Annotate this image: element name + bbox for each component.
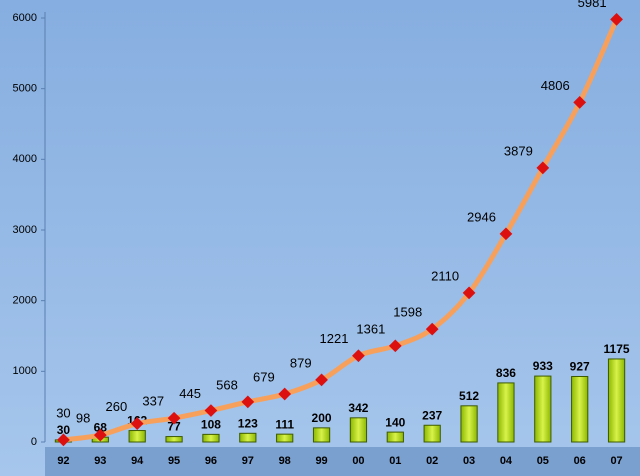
x-tick-label: 07 [610,455,622,467]
x-tick-label: 99 [315,455,327,467]
bar-value-label: 77 [167,420,181,434]
bar-value-label: 342 [348,401,368,415]
line-value-label: 1598 [393,305,422,320]
line-marker [130,417,144,430]
bar [571,375,589,443]
x-tick-label: 98 [279,455,291,467]
line-marker [462,286,476,300]
x-tick-label: 93 [94,455,106,467]
line-value-label: 445 [179,386,201,401]
x-tick-label: 03 [463,455,475,467]
y-tick-label: 0 [31,436,37,448]
y-tick-label: 6000 [13,12,37,24]
bar [128,430,146,443]
line-marker [204,404,218,417]
bar [165,436,183,443]
line-value-label: 337 [142,394,164,409]
line [60,16,620,443]
bar-value-label: 30 [57,423,71,437]
x-tick-label: 95 [168,455,180,467]
bar [386,431,404,443]
x-axis-band [45,447,640,476]
bar-value-label: 108 [201,418,221,432]
bar-value-label: 123 [238,416,258,430]
line-marker [57,433,70,447]
line-value-label: 4806 [541,78,570,93]
x-tick-label: 97 [242,455,254,467]
bar [497,382,515,443]
bar-value-label: 111 [275,417,294,431]
bar [239,432,257,443]
line-value-label: 2946 [467,209,496,224]
line-marker [499,227,513,241]
line-value-label: 568 [216,377,238,392]
line-value-label: 5981 [578,0,607,10]
bar [312,427,331,443]
x-tick-label: 94 [131,455,144,467]
line-value-label: 30 [56,405,70,420]
line-marker [425,322,439,336]
bar [460,405,478,443]
bar-value-label: 933 [533,359,553,373]
x-tick-label: 06 [574,455,586,467]
line-value-label: 260 [105,399,127,414]
x-tick-label: 92 [57,455,69,467]
x-tick-label: 04 [500,455,513,467]
line-value-label: 98 [76,411,90,426]
x-tick-label: 96 [205,455,217,467]
line-value-label: 1221 [320,331,349,346]
bar-value-label: 836 [496,366,516,380]
y-tick-label: 1000 [13,365,37,377]
line-value-label: 1361 [356,321,385,336]
y-tick-label: 3000 [13,224,37,236]
line-marker [278,387,292,401]
bar-value-label: 200 [312,411,332,425]
line-marker [388,339,402,353]
line-value-label: 2110 [431,268,459,283]
line-value-label: 679 [253,369,275,384]
bar-value-label: 1175 [604,342,630,356]
x-tick-label: 00 [352,455,364,467]
line-marker [352,349,365,363]
line-marker [241,395,255,409]
line-marker [167,411,181,425]
bar [534,375,552,443]
bar-value-label: 68 [94,420,108,434]
bar-value-label: 927 [570,360,590,374]
bar [423,424,441,443]
line-marker [315,373,328,387]
y-tick-label: 2000 [13,295,37,307]
x-tick-label: 05 [537,455,549,467]
x-tick-label: 02 [426,455,438,467]
line-value-label: 879 [290,355,312,370]
x-tick-label: 01 [389,455,401,467]
line-marker [93,428,107,442]
line-value-label: 3879 [504,143,533,158]
y-tick-label: 4000 [13,153,37,165]
bar [276,433,294,443]
bar-value-label: 512 [459,389,479,403]
y-tick-label: 5000 [13,83,37,95]
bar-value-label: 237 [422,408,442,422]
bar [202,433,220,443]
bar [349,417,368,443]
bar [607,358,626,443]
bar-value-label: 140 [385,415,405,429]
